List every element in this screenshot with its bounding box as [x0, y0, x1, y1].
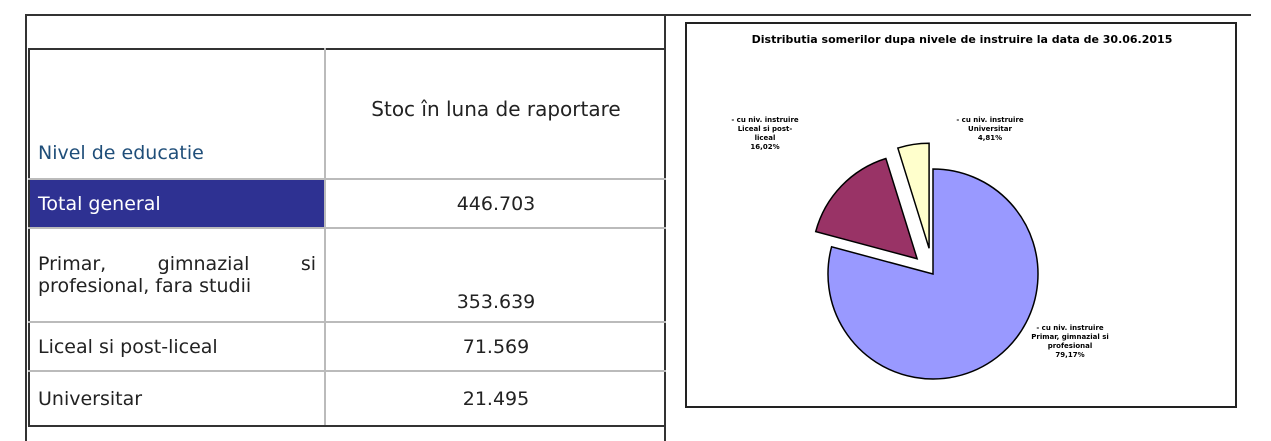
frame-line — [25, 14, 27, 441]
frame-line — [25, 14, 1251, 16]
table-row: Primar, gimnazial si profesional, fara s… — [28, 227, 666, 323]
slice-category: - cu niv. instruire Primar, gimnazial si… — [1031, 324, 1109, 350]
cell: 21.495 — [324, 370, 666, 427]
slice-label: - cu niv. instruire Universitar 4,81% — [945, 116, 1035, 143]
slice-label: - cu niv. instruire Liceal si post-licea… — [730, 116, 800, 152]
pie-chart: Distributia somerilor dupa nivele de ins… — [685, 22, 1237, 408]
header-cell: Nivel de educatie — [28, 48, 326, 180]
header-row: Nivel de educatie Stoc în luna de raport… — [28, 48, 666, 180]
slice-value-label: 16,02% — [750, 143, 780, 151]
table-row: Universitar 21.495 — [28, 370, 666, 427]
chart-title: Distributia somerilor dupa nivele de ins… — [751, 33, 1173, 46]
header-cell: Stoc în luna de raportare — [324, 48, 666, 180]
table-row: Liceal si post-liceal 71.569 — [28, 321, 666, 372]
education-table: Nivel de educatie Stoc în luna de raport… — [28, 48, 666, 427]
cell: Liceal si post-liceal — [28, 321, 326, 372]
pie-slice — [814, 157, 919, 260]
cell: 446.703 — [324, 178, 666, 229]
cell: 353.639 — [324, 227, 666, 323]
pie-slice — [896, 142, 930, 249]
cell: Universitar — [28, 370, 326, 427]
slice-category: - cu niv. instruire Universitar — [956, 116, 1024, 133]
cell: Primar, gimnazial si profesional, fara s… — [28, 227, 326, 323]
table-row: Total general 446.703 — [28, 178, 666, 229]
cell: Total general — [28, 178, 326, 229]
pie-slice — [827, 168, 1039, 380]
cell: 71.569 — [324, 321, 666, 372]
slice-value-label: 4,81% — [977, 134, 1003, 142]
slice-value-label: 79,17% — [1055, 351, 1085, 359]
slice-category: - cu niv. instruire Liceal si post-licea… — [731, 116, 799, 142]
pie — [814, 142, 1039, 380]
slice-label: - cu niv. instruire Primar, gimnazial si… — [1025, 324, 1115, 360]
